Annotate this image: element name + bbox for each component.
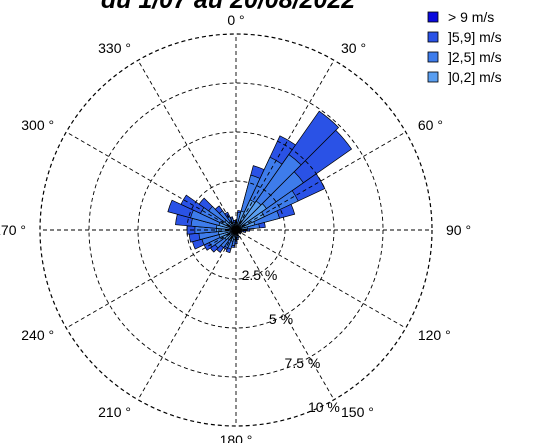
- angle-label-210: 210 °: [98, 404, 131, 420]
- legend-label-0: > 9 m/s: [448, 9, 494, 25]
- angle-label-90: 90 °: [446, 222, 471, 238]
- legend-swatch-0: [427, 11, 439, 23]
- angle-label-30: 30 °: [341, 40, 366, 56]
- legend-label-2: ]2,5] m/s: [448, 49, 502, 65]
- radial-label-2: 7.5 %: [285, 355, 321, 371]
- chart-title: du 1/07 au 20/08/2022: [101, 0, 355, 14]
- radial-label-1: 5 %: [269, 311, 293, 327]
- spoke-300: [66, 131, 237, 231]
- angle-label-300: 300 °: [21, 117, 54, 133]
- legend-swatch-3: [427, 71, 439, 83]
- polar-grid: [39, 33, 433, 427]
- legend-swatch-1: [427, 31, 439, 43]
- radial-label-layer: 2.5 % 5 % 7.5 % 10 %: [242, 267, 340, 415]
- wedge-layer: [167, 110, 353, 254]
- spoke-60: [235, 131, 406, 231]
- angle-label-layer: 0 ° 30 ° 60 ° 90 ° 120 ° 150 ° 180 ° 210 ° 240 °…: [0, 12, 471, 443]
- angle-label-330: 330 °: [98, 40, 131, 56]
- angle-label-150: 150 °: [341, 404, 374, 420]
- spoke-30: [235, 60, 335, 231]
- legend-label-1: ]5,9] m/s: [448, 29, 502, 45]
- spoke-150: [235, 229, 335, 400]
- spoke-240: [66, 229, 237, 329]
- angle-label-240: 240 °: [21, 327, 54, 343]
- angle-label-0: 0 °: [227, 12, 244, 28]
- angle-label-180: 180 °: [220, 432, 253, 443]
- angle-label-120: 120 °: [418, 327, 451, 343]
- angle-label-60: 60 °: [418, 117, 443, 133]
- radial-label-0: 2.5 %: [242, 267, 278, 283]
- spoke-210: [137, 229, 237, 400]
- spoke-330: [137, 60, 237, 231]
- legend-swatch-2: [427, 51, 439, 63]
- radial-label-3: 10 %: [308, 399, 340, 415]
- grid-circle-3: [39, 33, 433, 427]
- spoke-120: [235, 229, 406, 329]
- legend: > 9 m/s ]5,9] m/s ]2,5] m/s ]0,2] m/s: [427, 9, 502, 85]
- legend-label-3: ]0,2] m/s: [448, 69, 502, 85]
- angle-label-270: 270 °: [0, 222, 26, 238]
